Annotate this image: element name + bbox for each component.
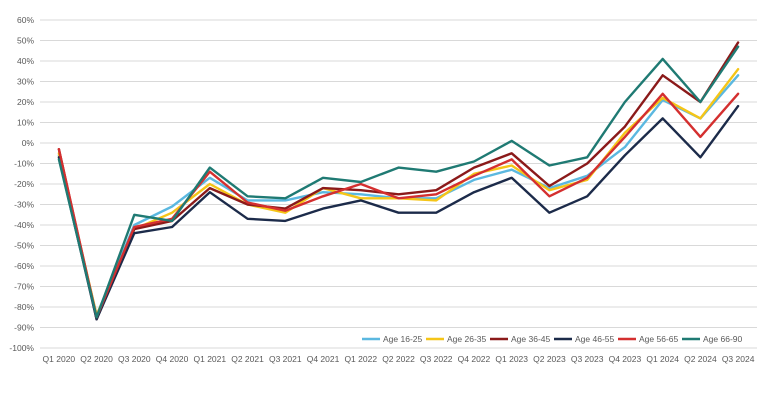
x-tick-label: Q3 2022 (420, 354, 453, 364)
x-tick-label: Q1 2024 (646, 354, 679, 364)
legend-item-age-36-45: Age 36-45 (490, 334, 550, 344)
legend-item-age-66-90: Age 66-90 (682, 334, 742, 344)
x-tick-label: Q4 2022 (458, 354, 491, 364)
y-axis-tick-labels: 60% 50% 40% 30% 20% 10% 0% -10% -20% -30% -40% -50%… (9, 15, 34, 353)
x-tick-label: Q2 2022 (382, 354, 415, 364)
x-tick-label: Q1 2020 (43, 354, 76, 364)
legend-item-age-56-65: Age 56-65 (618, 334, 678, 344)
series-line-age-36-45 (57, 41, 740, 321)
legend-label: Age 16-25 (383, 334, 422, 344)
y-tick-label: -50% (14, 241, 34, 251)
y-tick-label: -30% (14, 200, 34, 210)
x-tick-label: Q3 2021 (269, 354, 302, 364)
series-line-age-26-35 (57, 67, 740, 317)
y-tick-label: 0% (22, 138, 35, 148)
x-tick-label: Q3 2024 (722, 354, 755, 364)
legend-label: Age 26-35 (447, 334, 486, 344)
y-tick-label: 40% (17, 56, 34, 66)
x-tick-label: Q4 2021 (307, 354, 340, 364)
x-tick-label: Q4 2023 (609, 354, 642, 364)
x-axis-tick-labels: Q1 2020 Q2 2020 Q3 2020 Q4 2020 Q1 2021 Q2 20… (43, 354, 755, 364)
series-line-age-56-65 (57, 92, 740, 319)
x-tick-label: Q1 2023 (495, 354, 528, 364)
y-tick-label: -80% (14, 302, 34, 312)
legend-label: Age 56-65 (639, 334, 678, 344)
x-tick-label: Q2 2023 (533, 354, 566, 364)
series-lines (57, 41, 740, 321)
y-tick-label: -40% (14, 220, 34, 230)
x-tick-label: Q2 2021 (231, 354, 264, 364)
x-tick-label: Q3 2023 (571, 354, 604, 364)
y-tick-label: 20% (17, 97, 34, 107)
y-tick-label: -20% (14, 179, 34, 189)
x-tick-label: Q2 2024 (684, 354, 717, 364)
series-line-age-66-90 (57, 45, 740, 319)
gridlines (40, 19, 757, 349)
legend: Age 16-25 Age 26-35 Age 36-45 Age 46-55 Age … (362, 334, 742, 344)
legend-item-age-16-25: Age 16-25 (362, 334, 422, 344)
y-tick-label: 60% (17, 15, 34, 25)
y-tick-label: 30% (17, 77, 34, 87)
x-tick-label: Q1 2022 (344, 354, 377, 364)
legend-item-age-26-35: Age 26-35 (426, 334, 486, 344)
y-tick-label: -10% (14, 159, 34, 169)
legend-label: Age 46-55 (575, 334, 614, 344)
y-tick-label: -70% (14, 282, 34, 292)
legend-label: Age 66-90 (703, 334, 742, 344)
series-line-age-46-55 (57, 104, 740, 321)
y-tick-label: 50% (17, 36, 34, 46)
x-tick-label: Q1 2021 (194, 354, 227, 364)
y-tick-label: -100% (9, 343, 34, 353)
y-tick-label: -60% (14, 261, 34, 271)
legend-label: Age 36-45 (511, 334, 550, 344)
x-tick-label: Q4 2020 (156, 354, 189, 364)
legend-item-age-46-55: Age 46-55 (554, 334, 614, 344)
x-tick-label: Q3 2020 (118, 354, 151, 364)
y-tick-label: -90% (14, 323, 34, 333)
x-tick-label: Q2 2020 (80, 354, 113, 364)
y-tick-label: 10% (17, 118, 34, 128)
